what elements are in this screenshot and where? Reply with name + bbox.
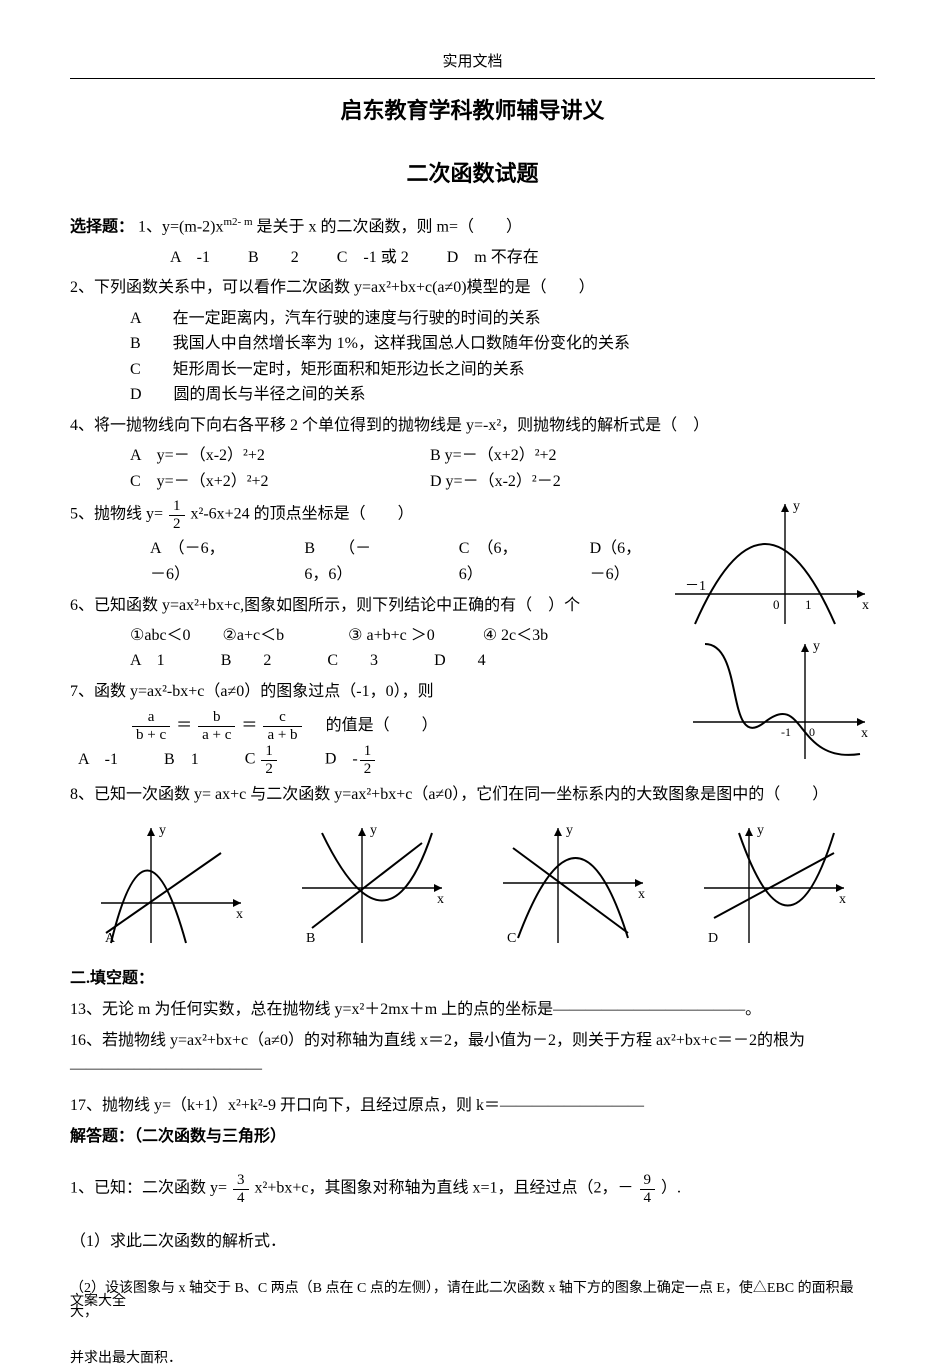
- q4-stem: 4、将一抛物线向下向右各平移 2 个单位得到的抛物线是 y=-x²，则抛物线的解…: [70, 412, 875, 439]
- q7-D: D -12: [325, 743, 377, 777]
- doc-subtitle: 二次函数试题: [70, 156, 875, 191]
- svg-text:-1: -1: [781, 725, 791, 739]
- svg-text:y: y: [159, 823, 166, 838]
- solve1-sub2: （2）设该图象与 x 轴交于 B、C 两点（B 点在 C 点的左侧），请在此二次…: [70, 1277, 875, 1325]
- doc-title: 启东教育学科教师辅导讲义: [70, 93, 875, 128]
- q4-D: D y=－（x-2）²－2: [430, 469, 561, 495]
- q4-B: B y=－（x+2）²+2: [430, 443, 557, 469]
- parabola-svg: x y －1 0 1: [665, 494, 875, 629]
- q8-stem: 8、已知一次函数 y= ax+c 与二次函数 y=ax²+bx+c（a≠0），它…: [70, 781, 875, 808]
- q5-B: B （－6，6）: [304, 536, 388, 587]
- svg-text:x: x: [861, 726, 868, 741]
- q1: 选择题： 1、y=(m-2)xm2- m 是关于 x 的二次函数，则 m=（ ）: [70, 213, 875, 241]
- svg-text:y: y: [757, 823, 764, 838]
- q5-options: A （－6，－6） B （－6，6） C （6，6） D（6，－6）: [70, 536, 657, 587]
- q6-D: D 4: [434, 648, 486, 674]
- q2-C: C 矩形周长一定时，矩形面积和矩形边长之间的关系: [70, 357, 875, 383]
- q5-tail: x²-6x+24 的顶点坐标是（ ）: [191, 506, 414, 523]
- cubic-svg: x y -1 0: [685, 634, 875, 764]
- q4-row1: A y=－（x-2）²+2 B y=－（x+2）²+2: [70, 443, 875, 469]
- solve1-sub1: （1）求此二次函数的解析式．: [70, 1228, 875, 1255]
- q6-A: A 1: [130, 648, 165, 674]
- xlabel: x: [862, 598, 869, 613]
- svg-text:0: 0: [773, 597, 780, 612]
- q8-fig-A: x y A: [91, 818, 251, 957]
- q5-frac: 12: [169, 498, 185, 532]
- q1-stem: 1、y=(m-2)x: [138, 219, 223, 236]
- svg-text:y: y: [370, 823, 377, 838]
- svg-text:y: y: [813, 639, 820, 654]
- svg-text:D: D: [708, 931, 718, 946]
- section-header-choice: 选择题：: [70, 219, 134, 236]
- neg-label: －1: [685, 579, 706, 594]
- q17: 17、抛物线 y=（k+1）x²+k²-9 开口向下，且经过原点，则 k＝———…: [70, 1092, 875, 1119]
- q1-A: A -1: [170, 245, 210, 271]
- q16: 16、若抛物线 y=ax²+bx+c（a≠0）的对称轴为直线 x＝2，最小值为－…: [70, 1027, 875, 1081]
- q6-B: B 2: [221, 648, 272, 674]
- q7-options: A -1 B 1 C 12 D -12: [70, 743, 677, 777]
- q5-stem: 5、抛物线 y=: [70, 506, 163, 523]
- solve1-sub3: 并求出最大面积．: [70, 1347, 875, 1371]
- page-header-label: 实用文档: [70, 50, 875, 79]
- section-header-solve: 解答题：（二次函数与三角形）: [70, 1123, 875, 1150]
- svg-text:x: x: [236, 907, 243, 922]
- q1-B: B 2: [248, 245, 299, 271]
- q7-C: C 12: [245, 743, 279, 777]
- q8-fig-D: x y D: [694, 818, 854, 957]
- q4-A: A y=－（x-2）²+2: [130, 443, 390, 469]
- q7-A: A -1: [78, 747, 118, 773]
- q7-tail: 的值是（ ）: [326, 713, 438, 739]
- svg-text:1: 1: [805, 597, 812, 612]
- q4-C: C y=－（x+2）²+2: [130, 469, 390, 495]
- q5-C: C （6，6）: [459, 536, 520, 587]
- q13: 13、无论 m 为任何实数，总在抛物线 y=x²＋2mx＋m 上的点的坐标是——…: [70, 996, 875, 1023]
- q6-C: C 3: [327, 648, 378, 674]
- q1-exp: m2- m: [223, 216, 252, 228]
- svg-text:x: x: [638, 887, 645, 902]
- q2-stem: 2、下列函数关系中，可以看作二次函数 y=ax²+bx+c(a≠0)模型的是（ …: [70, 274, 875, 301]
- q8-charts: x y A x y B x y C x y: [70, 818, 875, 957]
- q4-row2: C y=－（x+2）²+2 D y=－（x-2）²－2: [70, 469, 875, 495]
- svg-text:y: y: [566, 823, 573, 838]
- svg-text:A: A: [105, 931, 116, 946]
- q2-A: A 在一定距离内，汽车行驶的速度与行驶的时间的关系: [70, 306, 875, 332]
- q8-fig-B: x y B: [292, 818, 452, 957]
- svg-text:B: B: [306, 931, 315, 946]
- q8-fig-C: x y C: [493, 818, 653, 957]
- q1-D: D m 不存在: [447, 245, 539, 271]
- q2-B: B 我国人中自然增长率为 1%，这样我国总人口数随年份变化的关系: [70, 331, 875, 357]
- q5-A: A （－6，－6）: [150, 536, 234, 587]
- section-header-fill: 二.填空题：: [70, 965, 875, 992]
- q2-D: D 圆的周长与半径之间的关系: [70, 382, 875, 408]
- q1-options: A -1 B 2 C -1 或 2 D m 不存在: [70, 245, 875, 271]
- q1-C: C -1 或 2: [337, 245, 409, 271]
- svg-text:x: x: [437, 892, 444, 907]
- q7-B: B 1: [164, 747, 199, 773]
- q1-tail: 是关于 x 的二次函数，则 m=（ ）: [257, 219, 522, 236]
- q7-eq: ab + c ＝ ba + c ＝ ca + b 的值是（ ）: [70, 709, 677, 743]
- ylabel: y: [793, 499, 800, 514]
- page-footer-label: 文案大全: [70, 1291, 126, 1313]
- figure-parabola-q6: x y －1 0 1: [665, 494, 875, 638]
- svg-text:C: C: [507, 931, 516, 946]
- figure-cubic-q7: x y -1 0: [685, 634, 875, 773]
- solve1-stem: 1、已知：二次函数 y= 34 x²+bx+c，其图象对称轴为直线 x=1，且经…: [70, 1172, 875, 1206]
- svg-text:x: x: [839, 892, 846, 907]
- q5-D: D（6，－6）: [590, 536, 657, 587]
- svg-text:0: 0: [809, 725, 815, 739]
